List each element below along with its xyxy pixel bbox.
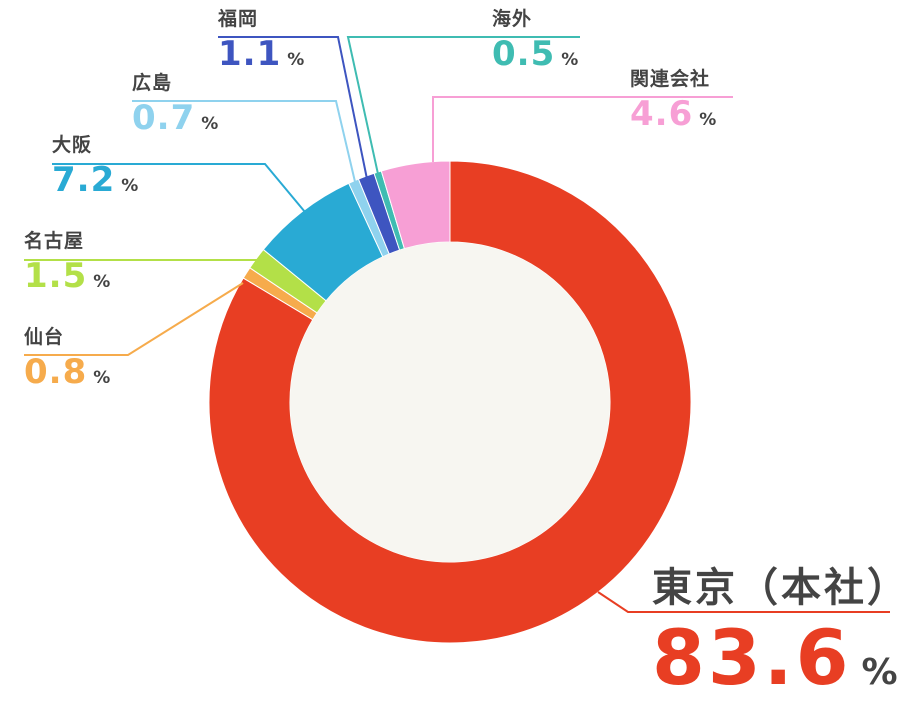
label-fukuoka: 福岡 1.1% — [218, 8, 305, 74]
label-tokyo-unit: % — [861, 652, 898, 693]
label-hiroshima-name: 広島 — [132, 72, 173, 94]
label-overseas-name: 海外 — [492, 8, 533, 30]
label-fukuoka-unit: % — [287, 50, 305, 70]
leader-line-osaka — [52, 163, 306, 213]
label-affiliates-name: 関連会社 — [630, 68, 711, 90]
label-osaka-value: 7.2 — [52, 160, 116, 200]
label-overseas-unit: % — [561, 50, 579, 70]
leader-line-hiroshima — [132, 100, 357, 187]
label-hiroshima: 広島 0.7% — [132, 72, 219, 138]
label-affiliates: 関連会社 4.6% — [630, 68, 717, 134]
leader-line-overseas — [346, 36, 580, 175]
leader-line-sendai — [24, 282, 244, 356]
label-overseas-value: 0.5 — [492, 34, 556, 74]
label-hiroshima-unit: % — [201, 114, 219, 134]
label-nagoya-name: 名古屋 — [24, 230, 85, 252]
label-tokyo-value: 83.6 — [652, 613, 852, 702]
label-nagoya-value: 1.5 — [24, 256, 88, 296]
label-affiliates-value: 4.6 — [630, 94, 694, 134]
label-nagoya-unit: % — [93, 272, 111, 292]
label-tokyo: 東京（本社） 83.6% — [652, 568, 900, 696]
label-osaka: 大阪 7.2% — [52, 134, 139, 200]
label-sendai-value: 0.8 — [24, 352, 88, 392]
label-sendai: 仙台 0.8% — [24, 326, 111, 392]
label-osaka-unit: % — [121, 176, 139, 196]
leader-line-affiliates — [432, 96, 733, 162]
label-overseas: 海外 0.5% — [492, 8, 579, 74]
label-affiliates-unit: % — [699, 110, 717, 130]
label-fukuoka-value: 1.1 — [218, 34, 282, 74]
label-osaka-name: 大阪 — [52, 134, 93, 156]
leader-line-fukuoka — [218, 36, 368, 180]
label-sendai-name: 仙台 — [24, 326, 65, 348]
label-nagoya: 名古屋 1.5% — [24, 230, 111, 296]
label-fukuoka-name: 福岡 — [218, 8, 259, 30]
leader-line-tokyo — [597, 591, 890, 613]
label-tokyo-name: 東京（本社） — [652, 565, 900, 611]
label-hiroshima-value: 0.7 — [132, 98, 196, 138]
donut-hole — [290, 242, 610, 562]
label-sendai-unit: % — [93, 368, 111, 388]
